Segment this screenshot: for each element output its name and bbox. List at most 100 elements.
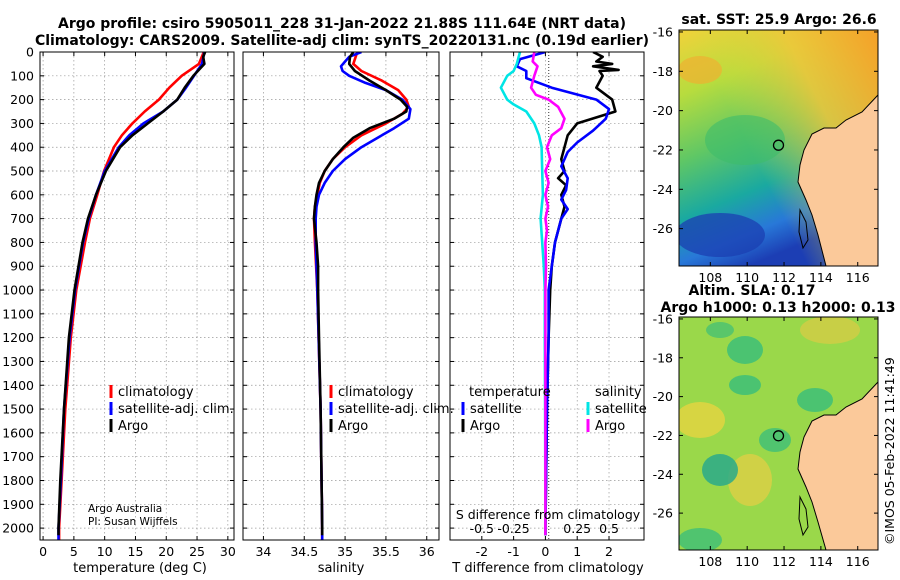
- map-ytick-label: -18: [653, 350, 673, 365]
- series-line-argo: [57, 52, 207, 536]
- legend-title-temperature: temperature: [469, 385, 551, 400]
- sla-map-field: [679, 317, 878, 550]
- xtick-label: 30: [220, 544, 236, 559]
- x2tick-label: 0.25: [563, 521, 591, 536]
- map-ytick-label: -20: [653, 103, 673, 118]
- map-xtick-label: 116: [846, 554, 870, 569]
- salinity-panel: 34 34.5 35 35.5 36 salinity climatology sate…: [242, 51, 454, 576]
- map-xtick-label: 112: [772, 554, 796, 569]
- sla-low-patch: [706, 322, 734, 338]
- salinity-lines: [312, 52, 412, 540]
- sst-map-panel: sat. SST: 25.9 Argo: 26.6 108 110 112 114 11…: [653, 12, 879, 285]
- sst-argo-float-marker: [772, 139, 785, 151]
- map-ytick-label: -24: [653, 467, 673, 482]
- difference-axes-frame: [449, 51, 645, 541]
- temperature-axes-frame: [39, 51, 235, 541]
- xtick-label: 36: [419, 544, 435, 559]
- legend-label-t-argo: Argo: [470, 419, 500, 434]
- series-line-salinity-satellite: [499, 52, 547, 536]
- temperature-grid: [40, 51, 234, 540]
- series-line-temperature-argo: [544, 52, 620, 536]
- ytick-label: 1300: [2, 354, 34, 369]
- xtick-label: 20: [158, 544, 174, 559]
- series-line-salinity-argo: [529, 52, 566, 536]
- s-difference-xlabel: S difference from climatology: [456, 507, 641, 522]
- ytick-label: 400: [10, 140, 34, 155]
- map-xtick-label: 108: [698, 270, 722, 285]
- xtick-label: -1: [507, 544, 519, 559]
- sla-map-ticks: 108 110 112 114 116 -16 -18 -20 -22 -24 -26: [653, 311, 878, 569]
- map-xtick-label: 108: [698, 554, 722, 569]
- sla-high-patch: [679, 402, 725, 438]
- legend-label-argo: Argo: [118, 419, 148, 434]
- temperature-legend: climatology satellite-adj. clim. Argo: [109, 385, 234, 434]
- xtick-label: -2: [476, 544, 488, 559]
- map-ytick-label: -18: [653, 64, 673, 79]
- xtick-label: 15: [128, 544, 144, 559]
- sla-land: [797, 381, 878, 550]
- ytick-label: 1100: [2, 306, 34, 321]
- ytick-label: 600: [10, 187, 34, 202]
- sst-map-field: [679, 30, 878, 266]
- xtick-label: 5: [70, 544, 78, 559]
- ytick-label: 200: [10, 92, 34, 107]
- salinity-ticks: 34 34.5 35 35.5 36: [243, 51, 439, 559]
- sst-warm-patch: [679, 56, 722, 84]
- map-ytick-label: -24: [653, 182, 673, 197]
- ytick-label: 900: [10, 259, 34, 274]
- figure-title-line1: Argo profile: csiro 5905011_228 31-Jan-2…: [58, 16, 626, 32]
- credit-line1: Argo Australia: [88, 503, 162, 515]
- series-line-temperature-satellite: [515, 52, 611, 536]
- ytick-label: 1400: [2, 378, 34, 393]
- map-xtick-label: 110: [735, 270, 759, 285]
- ytick-label: 1900: [2, 497, 34, 512]
- legend-label-t-satellite: satellite: [470, 402, 522, 417]
- series-line-climatology: [312, 52, 411, 540]
- xtick-label: 34.5: [290, 544, 318, 559]
- ytick-label: 1200: [2, 330, 34, 345]
- xtick-label: 10: [97, 544, 113, 559]
- xtick-label: 1: [573, 544, 581, 559]
- map-xtick-label: 114: [809, 554, 833, 569]
- sla-high-patch: [800, 317, 860, 344]
- xtick-label: 35.5: [372, 544, 400, 559]
- map-ytick-label: -26: [653, 506, 673, 521]
- salinity-xlabel: salinity: [318, 561, 365, 576]
- imos-timestamp: ©IMOS 05-Feb-2022 11:41:49: [882, 357, 897, 545]
- xtick-label: 0: [541, 544, 549, 559]
- xtick-label: 25: [189, 544, 205, 559]
- sla-argo-float-marker: [772, 430, 785, 442]
- xtick-label: 34: [255, 544, 271, 559]
- sst-map-title: sat. SST: 25.9 Argo: 26.6: [681, 12, 876, 28]
- sla-high-patch: [728, 454, 772, 506]
- legend-label-climatology: climatology: [338, 385, 414, 400]
- map-ytick-label: -26: [653, 221, 673, 236]
- ytick-label: 1700: [2, 449, 34, 464]
- legend-title-salinity: salinity: [595, 385, 642, 400]
- ytick-label: 1000: [2, 283, 34, 298]
- ytick-label: 300: [10, 116, 34, 131]
- figure-title-line2: Climatology: CARS2009. Satellite-adj cli…: [35, 33, 649, 49]
- sla-map-panel: Altim. SLA: 0.17 Argo h1000: 0.13 h2000:…: [653, 283, 896, 569]
- legend-label-s-satellite: satellite: [595, 402, 647, 417]
- sla-low-patch: [727, 336, 763, 364]
- sst-map-frame: [678, 29, 879, 267]
- x2tick-label: 0.5: [599, 521, 619, 536]
- temperature-xlabel: temperature (deg C): [73, 561, 207, 576]
- sla-map-frame: [678, 316, 879, 551]
- sst-map-ticks: 108 110 112 114 116 -16 -18 -20 -22 -24 -26: [653, 24, 878, 285]
- ytick-label: 1600: [2, 425, 34, 440]
- ytick-label: 1800: [2, 473, 34, 488]
- ytick-label: 0: [26, 45, 34, 60]
- map-ytick-label: -16: [653, 24, 673, 39]
- sla-low-patch: [729, 375, 761, 395]
- sla-low-patch: [679, 528, 722, 550]
- temperature-lines: [57, 52, 207, 540]
- difference-ticks: -2 -1 0 1 2 -0.5 -0.25 0.25 0.5: [450, 51, 644, 559]
- series-line-climatology: [57, 52, 206, 540]
- ytick-label: 800: [10, 235, 34, 250]
- sla-low-patch: [702, 454, 738, 486]
- sla-low-patch: [797, 388, 833, 412]
- legend-label-s-argo: Argo: [595, 419, 625, 434]
